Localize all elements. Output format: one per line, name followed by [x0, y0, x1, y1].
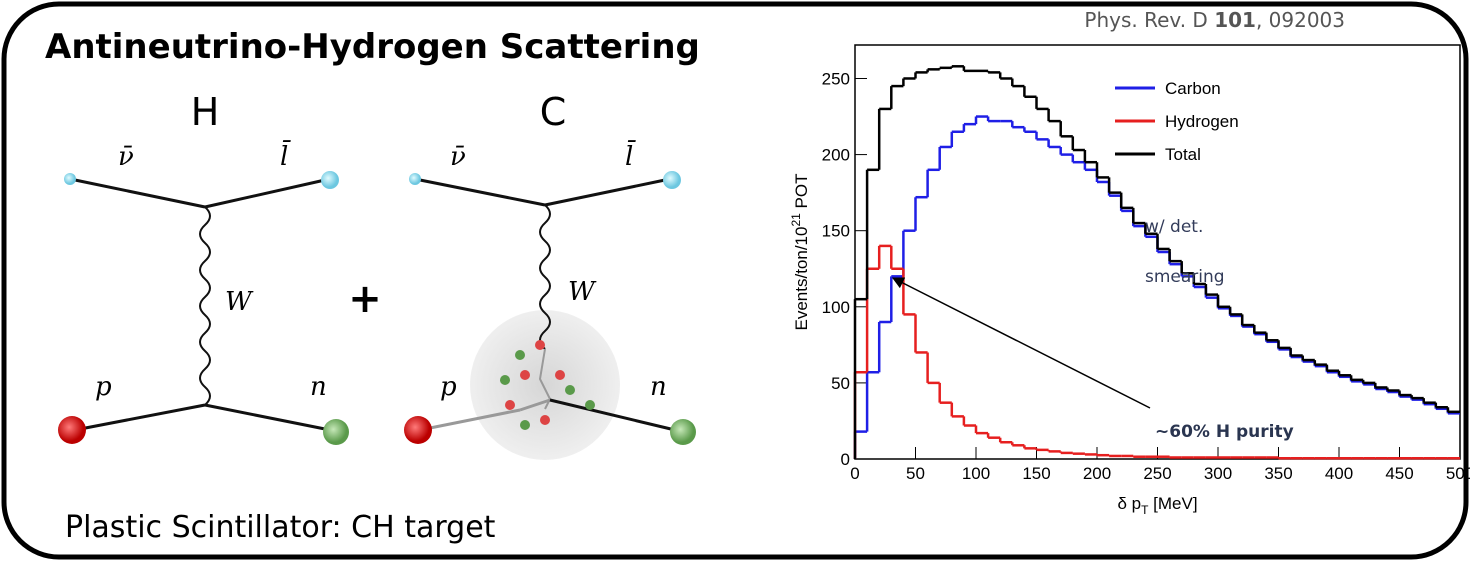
y-label-sup: 21: [789, 213, 803, 227]
lepton-out: l̄: [280, 139, 292, 172]
nucleon-in: p: [440, 372, 457, 402]
y-tick-label: 200: [822, 146, 850, 165]
plus: +: [348, 276, 382, 322]
x-tick-label: 0: [850, 464, 859, 483]
lepton-in: ν̄: [450, 142, 466, 172]
neutrino-blob: [409, 173, 421, 185]
nucleon-in: p: [95, 372, 112, 402]
annotation: smearing: [1145, 267, 1225, 287]
legend-label: Carbon: [1165, 79, 1221, 98]
x-label-rest: [MeV]: [1148, 494, 1197, 513]
diagram-label: H: [191, 90, 220, 134]
lepton-in: ν̄: [118, 142, 134, 172]
citation-suffix: , 092003: [1256, 8, 1345, 32]
chart: 0 50 100 150 200 250 300 350 400 450 500 0 50 100 150 2…: [789, 44, 1470, 517]
citation: Phys. Rev. D 101, 092003: [1084, 8, 1345, 32]
nucleon-out: n: [310, 372, 327, 402]
x-tick-label: 400: [1325, 464, 1353, 483]
annotation-arrow: [891, 277, 1151, 409]
diagram-h: [74, 178, 331, 432]
nucleons: [500, 340, 595, 430]
x-tick-label: 450: [1385, 464, 1413, 483]
y-tick-label: 100: [822, 298, 850, 317]
annotation: ~60% H purity: [1155, 422, 1294, 442]
x-tick-label: 50: [906, 464, 925, 483]
legend-label: Total: [1165, 145, 1201, 164]
legend-label: Hydrogen: [1165, 112, 1239, 131]
nucleus: [470, 310, 620, 460]
citation-volume: 101: [1214, 8, 1256, 32]
x-label-sub: T: [1141, 503, 1149, 517]
neutrino-blob: [64, 173, 76, 185]
x-tick-label: 500: [1446, 464, 1470, 483]
y-tick-label: 50: [831, 374, 850, 393]
x-label-base: δ p: [1117, 494, 1141, 513]
neutron: [323, 419, 349, 445]
hist-riser: [853, 116, 1450, 459]
x-tick-label: 100: [962, 464, 990, 483]
diagram-label: C: [540, 90, 567, 134]
neutron: [670, 419, 696, 445]
x-tick-label: 350: [1264, 464, 1292, 483]
y-tick-label: 150: [822, 222, 850, 241]
hist-riser: [853, 66, 1450, 459]
citation-prefix: Phys. Rev. D: [1084, 8, 1214, 32]
y-label-rest: POT: [792, 174, 811, 214]
x-tick-label: 300: [1204, 464, 1232, 483]
nucleon-out: n: [650, 372, 667, 402]
diagram-c: [419, 178, 676, 432]
y-label-base: Events/ton/10: [792, 227, 811, 331]
x-tick-label: 250: [1143, 464, 1171, 483]
caption: Plastic Scintillator: CH target: [65, 510, 496, 545]
title: Antineutrino-Hydrogen Scattering: [45, 27, 700, 67]
x-tick-label: 200: [1083, 464, 1111, 483]
proton: [404, 416, 432, 444]
annotation: w/ det.: [1145, 217, 1203, 237]
y-tick-label: 250: [822, 69, 850, 88]
proton: [58, 416, 86, 444]
y-axis-label: Events/ton/1021 POT: [789, 174, 811, 331]
lepton-blob: [663, 171, 681, 189]
x-axis-label: δ pT [MeV]: [1117, 494, 1197, 517]
boson: W: [225, 287, 254, 317]
lepton-out: l̄: [625, 139, 637, 172]
lepton-blob: [321, 171, 339, 189]
x-tick-label: 150: [1022, 464, 1050, 483]
boson: W: [568, 277, 597, 307]
y-tick-label: 0: [841, 450, 850, 469]
